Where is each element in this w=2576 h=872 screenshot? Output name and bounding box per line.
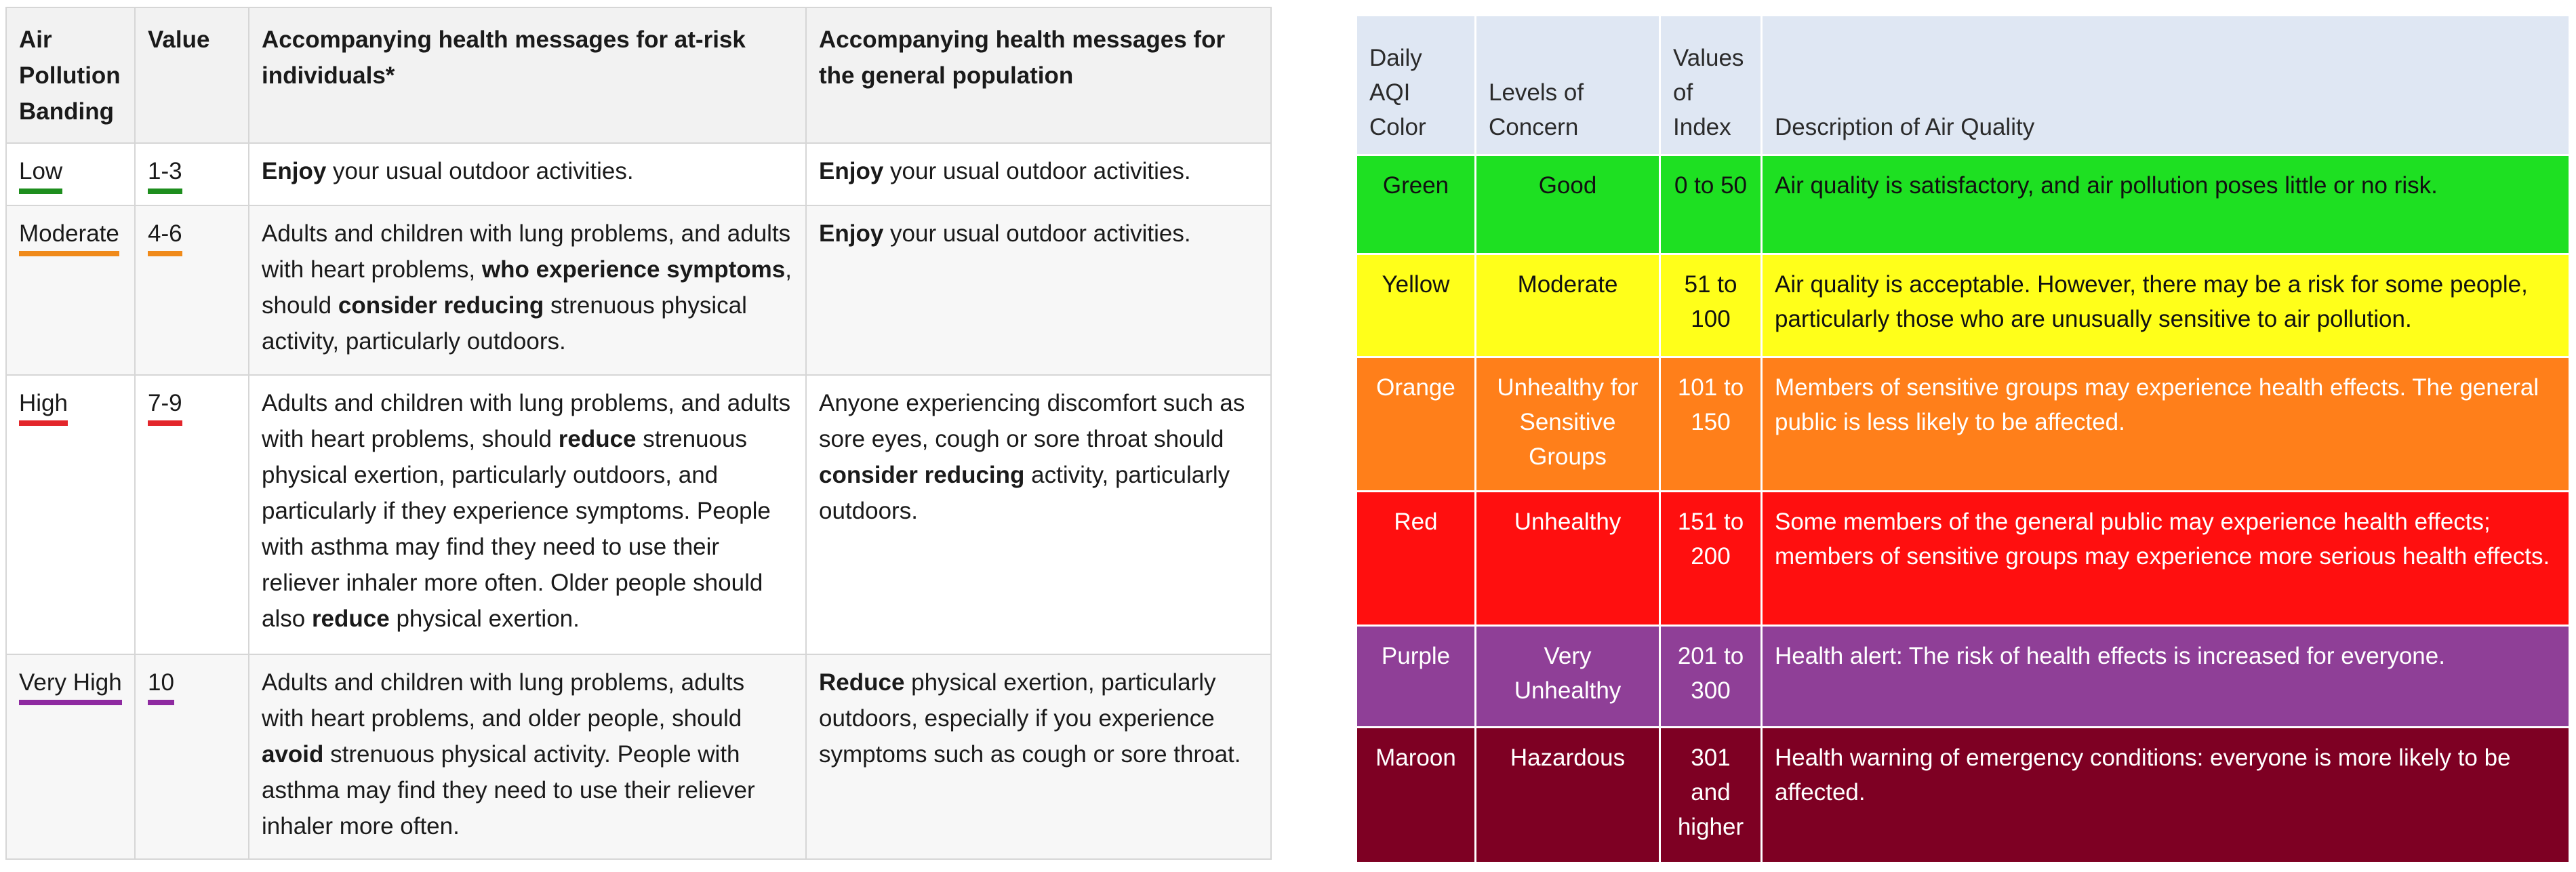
aqi-header-level: Levels of Concern (1474, 14, 1661, 156)
emphasis-text: Reduce (819, 669, 905, 696)
aqi-index-cell: 0 to 50 (1659, 154, 1763, 255)
aqi-header-row: Daily AQI Color Levels of Concern Values… (1355, 14, 2571, 156)
aqi-description-cell: Some members of the general public may e… (1760, 490, 2571, 627)
band-cell: Moderate (5, 205, 136, 376)
band-cell: Low (5, 142, 136, 206)
aqi-level-cell: Moderate (1474, 253, 1661, 358)
message-text: strenuous physical activity. People with… (262, 741, 755, 839)
at-risk-message: Adults and children with lung problems, … (248, 374, 807, 655)
daqi-header-at-risk: Accompanying health messages for at-risk… (248, 7, 807, 144)
daqi-header-general: Accompanying health messages for the gen… (805, 7, 1272, 144)
band-cell: High (5, 374, 136, 655)
message-text: your usual outdoor activities. (326, 158, 634, 184)
emphasis-text: Enjoy (819, 220, 884, 247)
aqi-row-yellow: Yellow Moderate 51 to 100 Air quality is… (1355, 253, 2571, 358)
at-risk-message: Adults and children with lung problems, … (248, 654, 807, 860)
band-value-moderate: 4-6 (148, 218, 182, 256)
daqi-header-banding: Air Pollution Banding (5, 7, 136, 144)
message-text: , should (262, 256, 792, 319)
aqi-row-green: Green Good 0 to 50 Air quality is satisf… (1355, 154, 2571, 255)
band-value-very-high: 10 (148, 667, 174, 705)
emphasis-text: Enjoy (819, 158, 884, 184)
aqi-row-red: Red Unhealthy 151 to 200 Some members of… (1355, 490, 2571, 627)
band-value-high: 7-9 (148, 388, 182, 426)
band-label-low: Low (19, 156, 63, 194)
message-text: Anyone experiencing discomfort such as s… (819, 390, 1245, 452)
daqi-header-row: Air Pollution Banding Value Accompanying… (5, 7, 1272, 144)
aqi-index-cell: 101 to 150 (1659, 356, 1763, 492)
aqi-table: Daily AQI Color Levels of Concern Values… (1355, 14, 2571, 864)
at-risk-message: Enjoy your usual outdoor activities. (248, 142, 807, 206)
emphasis-text: consider reducing (819, 462, 1025, 488)
value-cell: 10 (134, 654, 249, 860)
daqi-row-moderate: Moderate 4-6 Adults and children with lu… (5, 205, 1272, 376)
aqi-description-cell: Air quality is acceptable. However, ther… (1760, 253, 2571, 358)
message-text: physical exertion. (389, 606, 580, 632)
aqi-index-cell: 301 and higher (1659, 726, 1763, 864)
aqi-index-cell: 201 to 300 (1659, 625, 1763, 728)
general-message: Anyone experiencing discomfort such as s… (805, 374, 1272, 655)
general-message: Reduce physical exertion, particularly o… (805, 654, 1272, 860)
aqi-color-cell: Red (1355, 490, 1476, 627)
message-text: your usual outdoor activities. (883, 220, 1191, 247)
aqi-description-cell: Members of sensitive groups may experien… (1760, 356, 2571, 492)
aqi-level-cell: Unhealthy (1474, 490, 1661, 627)
message-text: Adults and children with lung problems, … (262, 220, 791, 283)
band-cell: Very High (5, 654, 136, 860)
daqi-table: Air Pollution Banding Value Accompanying… (5, 7, 1272, 860)
emphasis-text: reduce (311, 606, 390, 632)
aqi-color-cell: Maroon (1355, 726, 1476, 864)
aqi-row-orange: Orange Unhealthy for Sensitive Groups 10… (1355, 356, 2571, 492)
aqi-header-color: Daily AQI Color (1355, 14, 1476, 156)
band-label-moderate: Moderate (19, 218, 119, 256)
aqi-description-cell: Health warning of emergency conditions: … (1760, 726, 2571, 864)
value-cell: 1-3 (134, 142, 249, 206)
message-text: physical exertion, particularly outdoors… (819, 669, 1241, 768)
general-message: Enjoy your usual outdoor activities. (805, 142, 1272, 206)
aqi-index-cell: 151 to 200 (1659, 490, 1763, 627)
aqi-color-cell: Orange (1355, 356, 1476, 492)
aqi-row-maroon: Maroon Hazardous 301 and higher Health w… (1355, 726, 2571, 864)
emphasis-text: avoid (262, 741, 324, 768)
emphasis-text: consider reducing (338, 292, 544, 319)
at-risk-message: Adults and children with lung problems, … (248, 205, 807, 376)
band-label-high: High (19, 388, 68, 426)
aqi-level-cell: Good (1474, 154, 1661, 255)
daqi-row-very-high: Very High 10 Adults and children with lu… (5, 654, 1272, 860)
general-message: Enjoy your usual outdoor activities. (805, 205, 1272, 376)
message-text: Adults and children with lung problems, … (262, 669, 745, 732)
daqi-header-value: Value (134, 7, 249, 144)
aqi-description-cell: Health alert: The risk of health effects… (1760, 625, 2571, 728)
value-cell: 4-6 (134, 205, 249, 376)
aqi-index-cell: 51 to 100 (1659, 253, 1763, 358)
value-cell: 7-9 (134, 374, 249, 655)
message-text: your usual outdoor activities. (883, 158, 1191, 184)
aqi-header-index: Values of Index (1659, 14, 1763, 156)
aqi-color-cell: Green (1355, 154, 1476, 255)
daqi-row-high: High 7-9 Adults and children with lung p… (5, 374, 1272, 655)
emphasis-text: who experience symptoms (481, 256, 786, 283)
message-text: strenuous physical activity, particularl… (262, 292, 747, 355)
aqi-level-cell: Hazardous (1474, 726, 1661, 864)
aqi-color-cell: Purple (1355, 625, 1476, 728)
message-text: Adults and children with lung problems, … (262, 390, 791, 452)
daqi-row-low: Low 1-3 Enjoy your usual outdoor activit… (5, 142, 1272, 206)
aqi-row-purple: Purple Very Unhealthy 201 to 300 Health … (1355, 625, 2571, 728)
message-text: strenuous physical exertion, particularl… (262, 426, 771, 632)
emphasis-text: reduce (558, 426, 637, 452)
band-label-very-high: Very High (19, 667, 122, 705)
aqi-color-cell: Yellow (1355, 253, 1476, 358)
aqi-level-cell: Very Unhealthy (1474, 625, 1661, 728)
message-text: activity, particularly outdoors. (819, 462, 1230, 524)
aqi-header-description: Description of Air Quality (1760, 14, 2571, 156)
aqi-description-cell: Air quality is satisfactory, and air pol… (1760, 154, 2571, 255)
aqi-level-cell: Unhealthy for Sensitive Groups (1474, 356, 1661, 492)
band-value-low: 1-3 (148, 156, 182, 194)
emphasis-text: Enjoy (262, 158, 327, 184)
